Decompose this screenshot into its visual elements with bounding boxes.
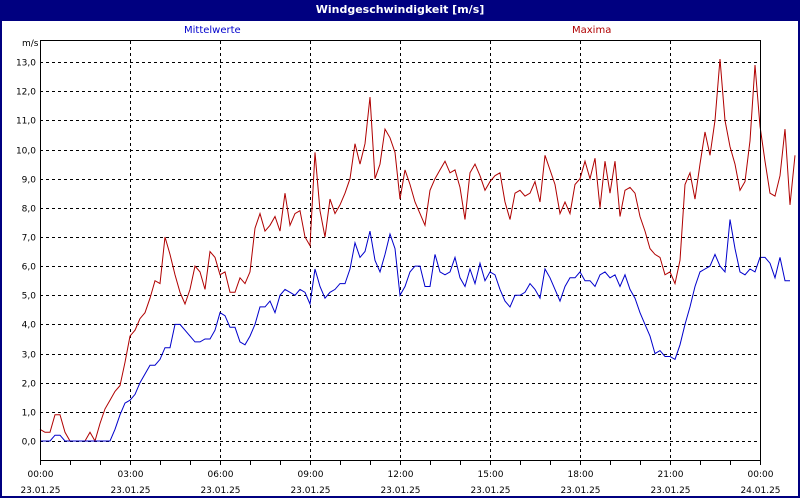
x-tick-date: 23.01.25	[470, 486, 510, 496]
legend-max: Maxima	[572, 25, 612, 36]
plot-frame	[40, 40, 761, 461]
mean-line	[40, 219, 790, 442]
x-tick-time: 18:00	[568, 470, 594, 480]
x-tick-date: 23.01.25	[110, 486, 150, 496]
x-tick-date: 23.01.25	[20, 486, 60, 496]
y-tick-label: 0,0	[22, 438, 37, 448]
y-tick-label: 6,0	[22, 263, 37, 273]
y-tick-label: 3,0	[22, 351, 37, 361]
x-tick-date: 23.01.25	[200, 486, 240, 496]
y-tick-label: 2,0	[22, 380, 37, 390]
x-tick-date: 23.01.25	[560, 486, 600, 496]
x-tick-time: 21:00	[658, 470, 684, 480]
legend-mean: Mittelwerte	[184, 25, 241, 36]
x-axis-labels: 00:00 23.01.25 03:00 23.01.25 06:00 23.01.25 0…	[20, 470, 780, 496]
y-tick-label: 8,0	[22, 205, 37, 215]
maxima-line	[39, 59, 796, 443]
y-tick-label: 4,0	[22, 321, 37, 331]
y-tick-label: 5,0	[22, 292, 37, 302]
x-tick-date: 23.01.25	[380, 486, 420, 496]
y-tick-label: 13,0	[16, 59, 36, 69]
x-tick-time: 12:00	[388, 470, 414, 480]
y-tick-label: 12,0	[16, 88, 36, 98]
y-axis-unit: m/s	[22, 39, 39, 49]
y-tick-label: 11,0	[16, 117, 36, 127]
x-tick-time: 00:00	[28, 470, 54, 480]
y-tick-label: 9,0	[22, 176, 37, 186]
y-tick-label: 10,0	[16, 147, 36, 157]
x-tick-time: 00:00	[748, 470, 774, 480]
x-tick-time: 15:00	[478, 470, 504, 480]
x-tick-time: 06:00	[208, 470, 234, 480]
y-axis-labels: 0,0 1,0 2,0 3,0 4,0 5,0 6,0 7,0 8,0 9,0 10,0 11,0 12…	[16, 59, 36, 448]
y-tick-label: 1,0	[22, 409, 37, 419]
x-tick-time: 03:00	[118, 470, 144, 480]
x-tick-time: 09:00	[298, 470, 324, 480]
x-tick-date: 23.01.25	[650, 486, 690, 496]
window-title: Windgeschwindigkeit [m/s]	[0, 0, 800, 21]
x-tick-date: 23.01.25	[290, 486, 330, 496]
grid-lines	[40, 41, 761, 465]
y-tick-label: 7,0	[22, 234, 37, 244]
x-tick-date: 24.01.25	[740, 486, 780, 496]
